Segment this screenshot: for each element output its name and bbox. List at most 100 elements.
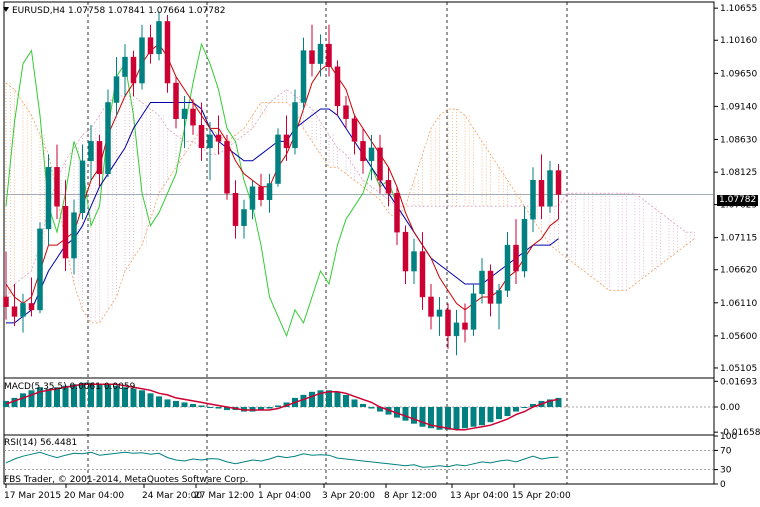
kijun-sen bbox=[6, 102, 559, 324]
macd-axis-label: 0.01693 bbox=[720, 377, 757, 387]
senkou-span-a bbox=[5, 88, 695, 298]
macd-bar bbox=[224, 407, 230, 411]
candle bbox=[105, 89, 111, 178]
price-axis-label: 1.10655 bbox=[720, 4, 757, 14]
macd-bar bbox=[11, 397, 18, 407]
macd-bar bbox=[198, 405, 205, 407]
macd-bar bbox=[37, 387, 43, 407]
macd-bar bbox=[470, 407, 477, 427]
candle-body bbox=[147, 37, 154, 55]
candle-body bbox=[88, 141, 94, 162]
price-axis-label: 1.10160 bbox=[720, 36, 757, 46]
candle bbox=[113, 57, 120, 116]
candle bbox=[538, 154, 545, 220]
macd-bar bbox=[521, 407, 528, 408]
candle bbox=[419, 232, 426, 310]
candle bbox=[547, 160, 553, 213]
macd-bar bbox=[139, 390, 145, 407]
macd-bar bbox=[462, 407, 468, 429]
candle bbox=[139, 24, 145, 90]
macd-bar bbox=[156, 396, 162, 407]
candle bbox=[20, 293, 26, 333]
candle bbox=[351, 115, 358, 155]
candle-body bbox=[190, 108, 196, 126]
candle bbox=[122, 44, 128, 96]
macd-bar bbox=[343, 394, 349, 407]
macd-bar bbox=[113, 385, 120, 407]
candle-body bbox=[538, 180, 545, 207]
candle-body bbox=[122, 56, 128, 77]
candle-body bbox=[96, 141, 103, 175]
macd-bar bbox=[504, 407, 511, 417]
candle bbox=[275, 128, 281, 187]
symbol-bar: EURUSD,H4 1.07758 1.07841 1.07664 1.0778… bbox=[3, 6, 225, 16]
macd-bar bbox=[147, 393, 154, 407]
candle-body bbox=[394, 192, 400, 233]
macd-bar bbox=[411, 407, 417, 424]
candle-body bbox=[207, 134, 213, 149]
axes: 1.10655 1.10160 1.09650 1.09140 1.08630 1.081… bbox=[4, 4, 760, 501]
macd-bar bbox=[530, 403, 536, 407]
candle-body bbox=[198, 124, 205, 149]
candle-body bbox=[105, 102, 111, 175]
macd-bar bbox=[351, 399, 358, 407]
macd-bar bbox=[88, 382, 94, 407]
candle-body bbox=[258, 186, 264, 200]
candle-body bbox=[402, 231, 409, 272]
candle bbox=[283, 115, 290, 161]
candle-body bbox=[343, 105, 349, 119]
chart-frame bbox=[3, 1, 715, 485]
candle bbox=[394, 186, 400, 246]
candle bbox=[479, 258, 485, 304]
candle-body bbox=[156, 21, 162, 55]
macd-bar bbox=[377, 407, 383, 412]
candle-body bbox=[377, 147, 383, 181]
price-axis-label: 1.09650 bbox=[720, 69, 757, 79]
candle-body bbox=[292, 102, 298, 149]
time-axis-label: 8 Apr 12:00 bbox=[384, 491, 437, 501]
macd-bar bbox=[266, 407, 273, 409]
candle-body bbox=[54, 167, 60, 207]
candle bbox=[521, 206, 528, 278]
candle-body bbox=[3, 296, 9, 307]
macd-bar bbox=[360, 403, 366, 407]
candle bbox=[164, 14, 171, 93]
candle-body bbox=[351, 118, 358, 142]
macd-bar bbox=[436, 407, 443, 430]
price-axis-label: 1.07115 bbox=[720, 234, 757, 244]
candle-body bbox=[28, 303, 35, 311]
candle-body bbox=[470, 293, 477, 330]
macd-bar bbox=[479, 407, 485, 426]
macd-bar bbox=[275, 405, 281, 407]
candle-body bbox=[20, 303, 26, 317]
candle-body bbox=[164, 21, 171, 84]
candle bbox=[496, 284, 502, 330]
candle-body bbox=[130, 56, 137, 84]
macd-bar bbox=[300, 394, 307, 407]
macd-bar bbox=[402, 407, 409, 421]
candle bbox=[181, 96, 188, 148]
candle bbox=[462, 303, 468, 343]
candle-body bbox=[445, 309, 451, 337]
price-axis-label: 1.05105 bbox=[720, 364, 757, 374]
candle bbox=[377, 134, 383, 194]
candle-body bbox=[309, 50, 315, 64]
candle bbox=[334, 60, 341, 116]
macd-bar bbox=[28, 390, 35, 407]
candle bbox=[241, 199, 247, 239]
candle-body bbox=[368, 147, 375, 162]
time-axis-label: 17 Mar 2015 bbox=[4, 491, 61, 501]
candle bbox=[266, 173, 273, 213]
macd-bar bbox=[96, 384, 103, 407]
macd-bar bbox=[215, 407, 222, 409]
candle bbox=[428, 284, 434, 330]
candle bbox=[198, 102, 205, 161]
candle-body bbox=[224, 141, 230, 194]
candle bbox=[360, 128, 366, 174]
candle-body bbox=[232, 192, 239, 226]
candle-body bbox=[173, 82, 179, 119]
candle-body bbox=[326, 43, 332, 68]
candle-body bbox=[385, 180, 392, 194]
